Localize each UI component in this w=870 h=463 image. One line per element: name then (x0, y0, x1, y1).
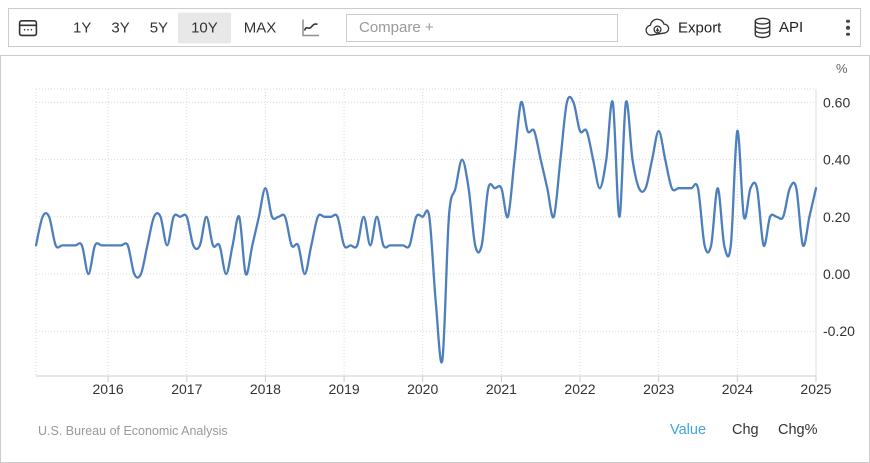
api-label: API (779, 19, 804, 36)
api-database-icon (754, 17, 771, 38)
y-axis-unit-label: % (836, 61, 848, 76)
svg-text:2025: 2025 (800, 381, 831, 397)
calendar-button[interactable] (18, 18, 38, 38)
svg-text:2021: 2021 (486, 381, 517, 397)
svg-text:2024: 2024 (722, 381, 753, 397)
line-chart-icon (302, 19, 319, 36)
export-label: Export (678, 19, 722, 36)
range-button-5y[interactable]: 5Y (140, 12, 178, 43)
chart-toolbar: 1Y 3Y 5Y 10Y MAX Export API (8, 8, 861, 47)
chart-type-button[interactable] (300, 17, 322, 39)
svg-text:0.20: 0.20 (823, 209, 850, 225)
svg-text:0.00: 0.00 (823, 266, 850, 282)
y-gridlines (36, 101, 816, 332)
svg-text:2022: 2022 (564, 381, 595, 397)
svg-text:-0.20: -0.20 (823, 323, 855, 339)
range-buttons: 1Y 3Y 5Y 10Y MAX (63, 12, 289, 43)
compare-field-wrap (346, 13, 618, 42)
svg-text:0.60: 0.60 (823, 94, 850, 110)
footer-link-chg-percent[interactable]: Chg% (778, 422, 818, 438)
export-button[interactable]: Export (644, 18, 721, 37)
svg-text:2019: 2019 (329, 381, 360, 397)
calendar-icon (18, 19, 38, 36)
api-button[interactable]: API (753, 17, 803, 39)
kebab-menu-button[interactable] (842, 15, 854, 40)
plot-frame (35, 88, 817, 377)
compare-input[interactable] (346, 13, 618, 42)
svg-text:2023: 2023 (643, 381, 674, 397)
svg-text:2018: 2018 (250, 381, 281, 397)
x-gridlines (107, 89, 817, 382)
svg-text:2020: 2020 (407, 381, 438, 397)
range-button-max[interactable]: MAX (231, 12, 290, 43)
footer-link-chg[interactable]: Chg (732, 422, 759, 438)
kebab-menu-icon (846, 19, 850, 23)
footer-link-value[interactable]: Value (670, 422, 707, 438)
source-attribution: U.S. Bureau of Economic Analysis (38, 424, 228, 438)
export-cloud-icon (645, 18, 670, 36)
y-axis-labels: 0.60 0.40 0.20 0.00 -0.20 (823, 94, 855, 339)
svg-text:2016: 2016 (93, 381, 124, 397)
range-button-3y[interactable]: 3Y (101, 12, 139, 43)
range-button-10y[interactable]: 10Y (178, 12, 231, 43)
range-button-1y[interactable]: 1Y (63, 12, 101, 43)
x-axis-labels: 2016 2017 2018 2019 2020 2021 2022 2023 2024 2025 (93, 381, 832, 397)
svg-text:2017: 2017 (171, 381, 202, 397)
svg-text:0.40: 0.40 (823, 152, 850, 168)
chart-panel: % 0.60 0.40 0.20 0.00 -0.20 2016 2017 2018 2019 2… (0, 55, 870, 463)
series-line (34, 95, 818, 364)
price-chart[interactable]: 0.60 0.40 0.20 0.00 -0.20 2016 2017 2018 2019 202… (1, 56, 869, 462)
